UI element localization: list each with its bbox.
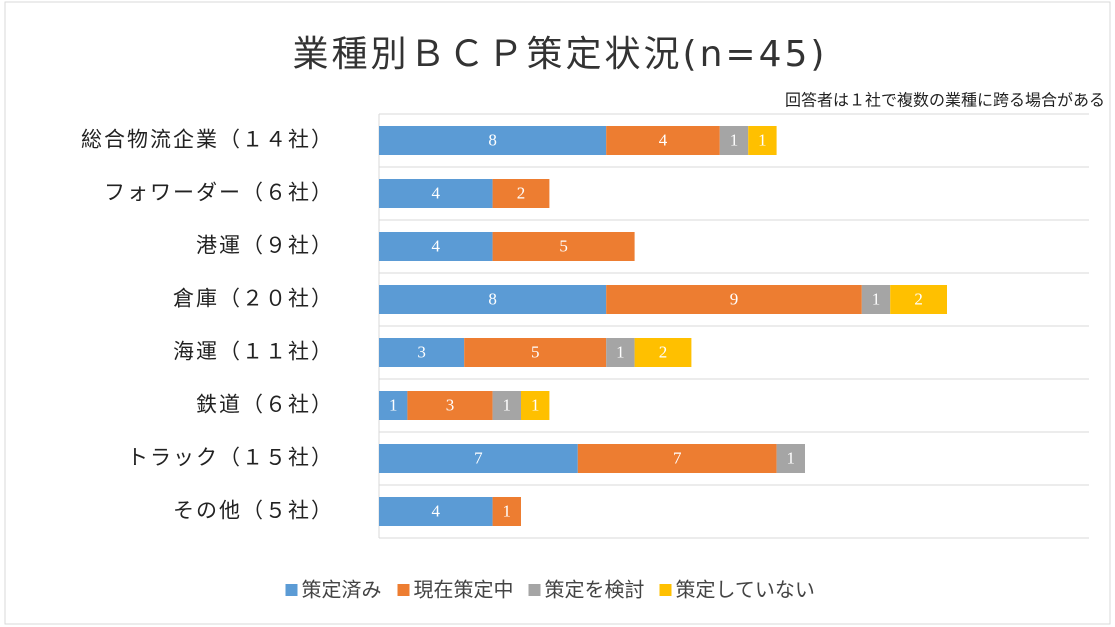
data-label: 1 (730, 130, 739, 149)
y-tick-label: その他（５社） (173, 499, 334, 523)
legend-label: 策定していない (676, 578, 815, 602)
data-label: 1 (787, 448, 796, 467)
data-label: 8 (488, 289, 497, 308)
bar-segment (492, 497, 521, 526)
data-label: 4 (432, 501, 441, 520)
y-tick-label: 鉄道（６社） (196, 393, 334, 417)
y-tick-label: 海運（１１社） (173, 340, 334, 364)
bar-segment (492, 179, 550, 208)
bar-segment (577, 444, 777, 473)
data-label: 4 (432, 183, 441, 202)
data-label: 1 (616, 342, 625, 361)
bar-segment (521, 391, 550, 420)
chart-title: 業種別ＢＣＰ策定状況(n=45) (293, 34, 828, 75)
legend-swatch (397, 584, 410, 596)
legend-swatch (528, 584, 541, 596)
y-tick-label: 倉庫（２０社） (173, 287, 334, 311)
bar-segment (492, 391, 521, 420)
data-label: 1 (758, 130, 767, 149)
data-label: 3 (446, 395, 455, 414)
data-label: 4 (432, 236, 441, 255)
bar-segment (606, 126, 720, 155)
data-label: 7 (474, 448, 483, 467)
bar-segment (464, 338, 607, 367)
bar-segment (492, 232, 635, 261)
bar-segment (407, 391, 493, 420)
bar-segment (776, 444, 805, 473)
data-label: 7 (673, 448, 682, 467)
bar-segment (606, 285, 862, 314)
data-label: 1 (503, 395, 512, 414)
legend-label: 策定済み (302, 578, 382, 602)
bar-segment (379, 497, 493, 526)
bar-segment (719, 126, 749, 155)
data-label: 8 (488, 130, 497, 149)
data-label: 5 (531, 342, 540, 361)
bar-segment (861, 285, 891, 314)
bar-segment (379, 285, 607, 314)
bar-segment (379, 179, 493, 208)
bar-segment (379, 391, 408, 420)
legend-label: 策定を検討 (545, 578, 645, 602)
y-tick-label: トラック（１５社） (127, 446, 334, 470)
data-label: 1 (531, 395, 540, 414)
legend-label: 現在策定中 (414, 578, 514, 602)
legend-swatch (659, 584, 672, 596)
bar-segment (748, 126, 777, 155)
data-label: 5 (559, 236, 568, 255)
data-label: 1 (389, 395, 398, 414)
y-tick-label: 総合物流企業（１４社） (81, 128, 334, 152)
bar-segment (890, 285, 947, 314)
bar-segment (379, 232, 493, 261)
data-label: 9 (730, 289, 739, 308)
data-label: 4 (659, 130, 668, 149)
bar-segment (379, 126, 607, 155)
bar-segment (634, 338, 692, 367)
data-label: 2 (659, 342, 668, 361)
legend-swatch (285, 584, 298, 596)
data-label: 1 (503, 501, 512, 520)
data-label: 2 (914, 289, 923, 308)
data-label: 2 (517, 183, 526, 202)
y-tick-label: 港運（９社） (196, 234, 334, 258)
bar-segment (379, 338, 465, 367)
annotation: 回答者は１社で複数の業種に跨る場合がある (785, 91, 1105, 110)
bar-segment (379, 444, 578, 473)
data-label: 1 (872, 289, 881, 308)
bar-segment (606, 338, 635, 367)
y-tick-label: フォワーダー（６社） (104, 181, 334, 205)
data-label: 3 (417, 342, 426, 361)
